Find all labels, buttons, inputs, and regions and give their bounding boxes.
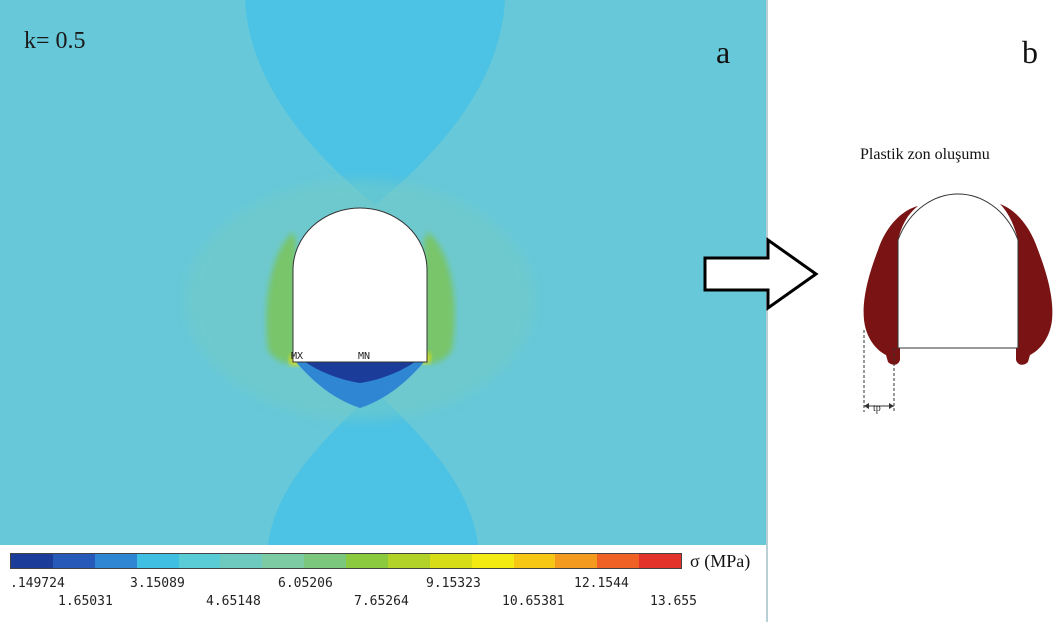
color-bar-tick-bottom: 10.65381: [502, 594, 565, 609]
color-bar-segment: [597, 554, 640, 568]
max-node-label: MX: [291, 351, 304, 362]
color-bar-segment: [513, 554, 556, 568]
color-bar-segment: [220, 554, 263, 568]
tunnel-outline: [897, 193, 1019, 349]
min-node-label: MN: [358, 351, 371, 362]
color-bar-unit: σ (MPa): [690, 551, 751, 571]
contour-right-wall-zone: [424, 232, 455, 364]
color-bar-tick-top: 3.15089: [130, 576, 185, 591]
color-bar-tick-bottom: 4.65148: [206, 594, 261, 609]
contour-low-stress-top: [245, 0, 505, 205]
dimension-label: tp: [873, 403, 881, 414]
tunnel-opening: [292, 207, 428, 363]
color-bar-segment: [387, 554, 430, 568]
contour-floor-min: [305, 362, 415, 383]
color-bar-segment: [639, 554, 681, 568]
plastic-zone-diagram: tp: [863, 193, 1053, 414]
color-bar-tick-top: .149724: [10, 576, 65, 591]
color-bar-segment: [304, 554, 346, 568]
color-bar-segment: [262, 554, 305, 568]
plastic-zone-left: [863, 206, 918, 365]
color-bar-tick-bottom: 13.655: [650, 594, 697, 609]
right-arrow-icon: [703, 237, 819, 311]
color-bar: [10, 553, 682, 569]
color-bar-segment: [178, 554, 221, 568]
panel-b-letter: b: [1022, 34, 1038, 70]
stress-contour-plot: [0, 0, 766, 545]
color-bar-tick-bottom: 7.65264: [354, 594, 409, 609]
color-bar-segment: [555, 554, 598, 568]
color-bar-segment: [429, 554, 472, 568]
color-bar-tick-top: 12.1544: [574, 576, 629, 591]
plastic-zone-right: [1000, 204, 1053, 365]
color-bar-segment: [11, 554, 53, 568]
color-bar-segment: [136, 554, 179, 568]
color-bar-segment: [471, 554, 514, 568]
contour-left-wall-zone: [266, 232, 296, 364]
color-bar-segment: [94, 554, 137, 568]
color-bar-segment: [346, 554, 388, 568]
color-bar-tick-top: 9.15323: [426, 576, 481, 591]
color-bar-tick-bottom: 1.65031: [58, 594, 113, 609]
color-bar-tick-top: 6.05206: [278, 576, 333, 591]
panel-divider: [766, 0, 768, 622]
panel-a-letter: a: [716, 34, 731, 70]
contour-low-stress-bottom: [268, 390, 478, 545]
k-ratio-label: k= 0.5: [24, 28, 86, 54]
plastic-zone-title: Plastik zon oluşumu: [860, 146, 990, 163]
color-bar-segment: [52, 554, 95, 568]
